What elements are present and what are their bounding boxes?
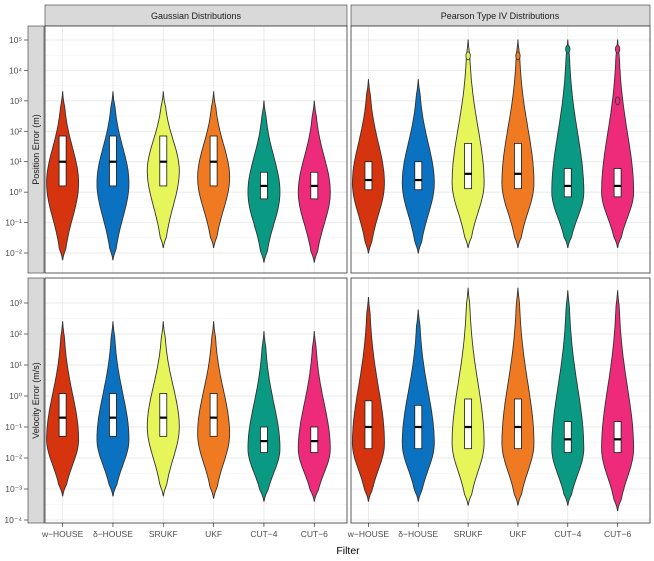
x-tick-label: CUT−6 <box>604 529 631 539</box>
violin-outlier <box>615 96 621 106</box>
x-tick-label: δ−HOUSE <box>93 529 133 539</box>
box-iqr <box>109 393 117 437</box>
x-tick-label: CUT−6 <box>301 529 328 539</box>
panel-background <box>351 26 650 273</box>
y-ticks-position: 10⁻² 10⁻¹ 10⁰ 10¹ 10² 10³ 10⁴ 10⁵ <box>5 35 28 258</box>
x-ticks-pearson: w−HOUSE δ−HOUSE SRUKF UKF CUT−4 CUT−6 <box>347 523 631 539</box>
x-tick-label: CUT−4 <box>554 529 581 539</box>
y-tick-label: 10⁻³ <box>5 484 22 494</box>
x-axis-title: Filter <box>336 545 360 557</box>
box-iqr <box>260 426 268 453</box>
violin-body <box>247 331 281 502</box>
y-tick-label: 10⁴ <box>9 65 22 75</box>
panel-border <box>350 25 651 274</box>
box-iqr <box>209 393 218 437</box>
panel-gaussian-position <box>44 25 348 274</box>
violin-outlier <box>465 51 471 61</box>
y-tick-label: 10² <box>10 126 22 136</box>
violin-outlier <box>565 44 571 54</box>
violin-body <box>451 287 485 506</box>
violin-body <box>551 290 585 506</box>
x-ticks-gaussian: w−HOUSE δ−HOUSE SRUKF UKF CUT−4 CUT−6 <box>41 523 328 539</box>
column-title-pearson: Pearson Type IV Distributions <box>441 11 560 21</box>
panel-pearson-position <box>350 25 651 274</box>
x-tick-label: w−HOUSE <box>347 529 390 539</box>
y-tick-label: 10⁻¹ <box>5 422 22 432</box>
column-title-gaussian: Gaussian Distributions <box>151 11 242 21</box>
box-iqr <box>613 168 622 198</box>
y-tick-label: 10³ <box>10 298 22 308</box>
ylabel-velocity: Velocity Error (m/s) <box>31 362 41 439</box>
x-tick-label: δ−HOUSE <box>398 529 438 539</box>
y-tick-label: 10⁵ <box>9 35 22 45</box>
x-tick-label: UKF <box>205 529 222 539</box>
violin-body <box>551 39 585 249</box>
violin-body <box>351 297 385 502</box>
y-tick-label: 10² <box>10 329 22 339</box>
panel-border <box>44 277 348 524</box>
y-tick-label: 10⁰ <box>9 391 22 401</box>
box-iqr <box>613 421 622 453</box>
violin-body <box>501 287 535 506</box>
box-iqr <box>159 393 168 437</box>
box-iqr <box>563 421 572 453</box>
ylabel-position: Position Error (m) <box>31 114 41 185</box>
panel-border <box>44 25 348 274</box>
panel-border <box>350 277 651 524</box>
violin-outlier <box>615 44 621 54</box>
panel-pearson-velocity <box>350 277 651 524</box>
box-iqr <box>464 398 473 450</box>
x-tick-label: CUT−4 <box>250 529 277 539</box>
box-iqr <box>514 142 522 190</box>
y-tick-label: 10¹ <box>10 157 22 167</box>
panel-gaussian-velocity <box>44 277 348 524</box>
y-tick-label: 10¹ <box>10 360 22 370</box>
y-tick-label: 10⁻² <box>5 248 22 258</box>
x-tick-label: w−HOUSE <box>41 529 84 539</box>
y-tick-label: 10⁻⁴ <box>4 515 22 525</box>
panel-background <box>45 278 347 523</box>
x-tick-label: UKF <box>509 529 526 539</box>
violin-body <box>601 39 635 249</box>
violin-body <box>601 290 635 512</box>
y-tick-label: 10³ <box>10 96 22 106</box>
panel-background <box>351 278 650 523</box>
violin-outlier <box>515 51 521 61</box>
panel-background <box>45 26 347 273</box>
row-strip-position <box>27 25 45 274</box>
y-tick-label: 10⁻¹ <box>5 218 22 228</box>
box-iqr <box>563 168 572 198</box>
y-ticks-velocity: 10⁻⁴ 10⁻³ 10⁻² 10⁻¹ 10⁰ 10¹ 10² 10³ <box>4 298 28 525</box>
box-iqr <box>364 161 373 191</box>
box-iqr <box>310 426 319 453</box>
x-tick-label: SRUKF <box>149 529 178 539</box>
y-tick-label: 10⁻² <box>5 453 22 463</box>
box-iqr <box>414 161 423 191</box>
box-iqr <box>464 142 473 190</box>
box-iqr <box>58 393 67 437</box>
y-tick-label: 10⁰ <box>9 187 22 197</box>
row-strip-velocity <box>27 277 45 524</box>
box-iqr <box>364 400 373 450</box>
x-tick-label: SRUKF <box>454 529 483 539</box>
violin-body <box>297 331 331 502</box>
box-iqr <box>514 398 522 450</box>
